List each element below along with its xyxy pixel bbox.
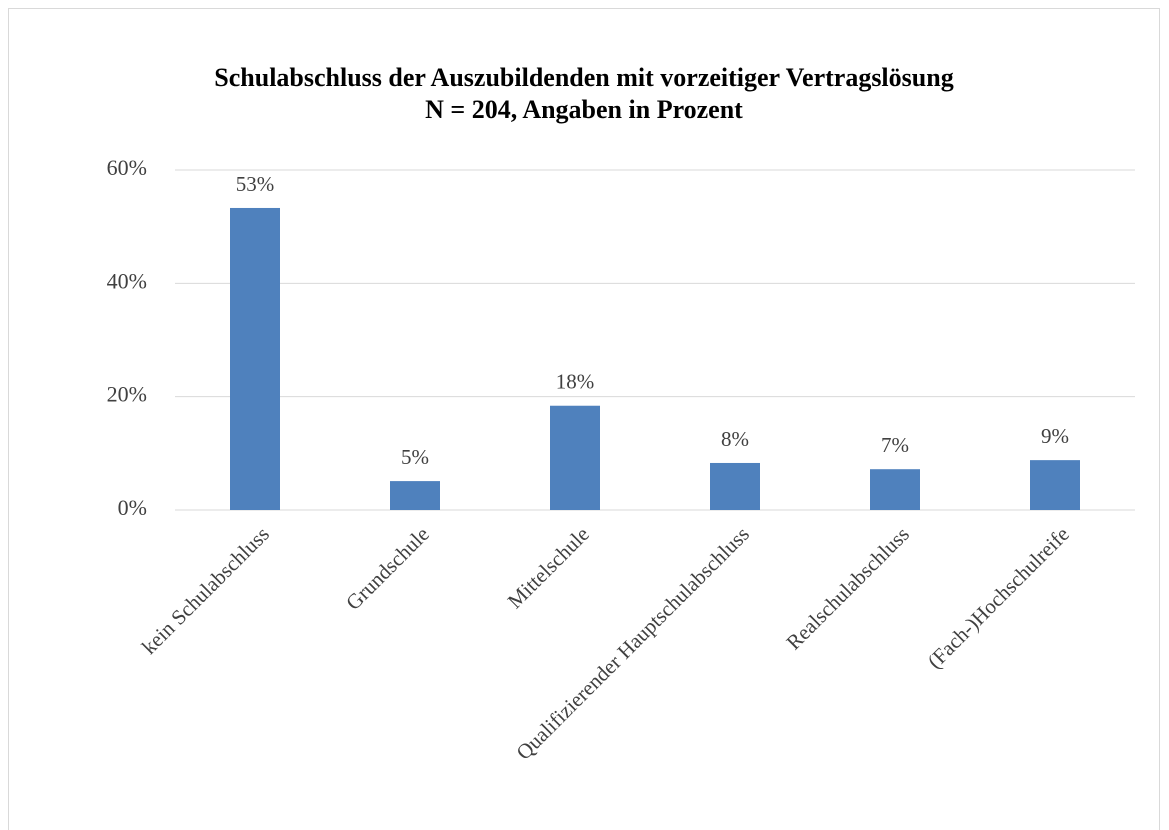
bar xyxy=(710,462,760,510)
bar xyxy=(390,481,440,510)
chart-title: Schulabschluss der Auszubildenden mit vo… xyxy=(214,63,953,92)
x-tick-label: (Fach-)Hochschulreife xyxy=(923,522,1074,673)
bar xyxy=(870,469,920,510)
y-tick-label: 40% xyxy=(107,268,147,293)
value-label: 9% xyxy=(1041,424,1069,448)
x-tick-label: Mittelschule xyxy=(503,522,594,613)
chart-border xyxy=(8,8,1160,830)
bar xyxy=(1030,460,1080,510)
bar xyxy=(550,405,600,510)
chart-subtitle: N = 204, Angaben in Prozent xyxy=(425,95,743,124)
value-label: 8% xyxy=(721,427,749,451)
value-label: 53% xyxy=(236,172,275,196)
x-tick-label: Realschulabschluss xyxy=(781,522,913,654)
y-tick-label: 20% xyxy=(107,382,147,407)
value-label: 7% xyxy=(881,433,909,457)
x-tick-label: Grundschule xyxy=(341,522,434,615)
x-tick-label: kein Schulabschluss xyxy=(137,522,274,659)
y-tick-label: 0% xyxy=(118,495,147,520)
value-label: 5% xyxy=(401,445,429,469)
bar xyxy=(230,207,280,510)
y-tick-label: 60% xyxy=(107,155,147,180)
value-label: 18% xyxy=(556,370,595,394)
